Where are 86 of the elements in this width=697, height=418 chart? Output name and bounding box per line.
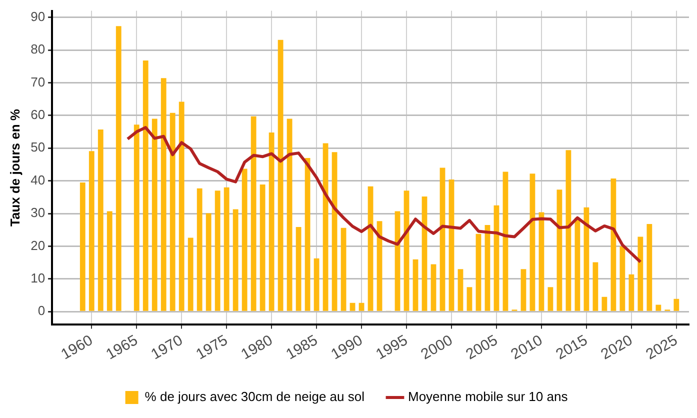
y-axis-title: Taux de jours en %: [7, 108, 22, 227]
bar: [638, 236, 644, 311]
bar: [610, 178, 616, 311]
bar: [286, 118, 292, 311]
bar: [358, 302, 364, 311]
bar: [142, 60, 148, 311]
bar: [134, 124, 140, 311]
bar: [160, 78, 166, 311]
bar: [322, 143, 328, 311]
bar: [196, 188, 202, 311]
x-tick-label: 1970: [148, 332, 186, 364]
bar: [566, 150, 572, 311]
x-tick-label: 1975: [193, 332, 231, 364]
x-tick-label: 2000: [418, 332, 456, 364]
bar: [548, 287, 554, 311]
y-tick-label: 90: [30, 8, 46, 24]
bar: [268, 132, 274, 311]
x-tick-label: 1965: [103, 332, 141, 364]
bar: [242, 168, 248, 311]
bar: [628, 274, 634, 311]
bar: [152, 118, 158, 311]
bar: [674, 298, 680, 311]
bar: [170, 112, 176, 311]
x-tick-label: 1980: [238, 332, 276, 364]
bar: [278, 40, 284, 311]
x-tick-label: 2020: [598, 332, 636, 364]
x-tick-label: 2025: [643, 332, 680, 364]
bar: [430, 264, 436, 311]
x-tick-label: 2010: [508, 332, 546, 364]
bar: [296, 226, 302, 311]
bar: [574, 218, 580, 311]
bar: [214, 190, 220, 311]
y-tick-label: 30: [30, 205, 46, 220]
x-tick-label: 1985: [283, 332, 321, 364]
bar: [250, 116, 256, 311]
bar: [80, 182, 86, 311]
bar: [620, 246, 626, 311]
bar: [476, 234, 482, 311]
bar: [206, 213, 212, 311]
bar: [88, 151, 94, 311]
bar: [458, 269, 464, 311]
bar: [538, 212, 544, 311]
legend-label: Moyenne mobile sur 10 ans: [408, 389, 568, 404]
bar: [106, 211, 112, 311]
y-tick-label: 40: [30, 172, 46, 188]
bar: [422, 196, 428, 311]
y-tick-label: 60: [30, 107, 46, 122]
bar: [502, 172, 508, 311]
x-tick-label: 2015: [553, 332, 591, 364]
bar: [340, 228, 346, 311]
bar: [98, 130, 104, 311]
bar: [494, 205, 500, 311]
bar: [368, 186, 374, 311]
bar: [556, 190, 562, 311]
bar: [584, 207, 590, 311]
bar: [646, 224, 652, 311]
bar: [530, 174, 536, 311]
x-tick-label: 1995: [373, 332, 411, 364]
bar: [602, 296, 608, 311]
bar: [116, 26, 122, 311]
bar: [314, 258, 320, 311]
bar: [178, 102, 184, 311]
y-tick-label: 80: [30, 42, 46, 57]
legend-label: % de jours avec 30cm de neige au sol: [144, 389, 365, 404]
bar: [188, 238, 194, 311]
bar: [332, 152, 338, 311]
y-tick-label: 50: [30, 140, 46, 155]
x-tick-label: 1990: [328, 332, 366, 364]
bar: [440, 168, 446, 311]
y-tick-label: 70: [30, 74, 46, 90]
bar: [350, 302, 356, 311]
bar: [260, 184, 266, 311]
bar: [224, 187, 230, 311]
bar: [592, 262, 598, 311]
x-tick-label: 2005: [463, 332, 501, 364]
bar: [304, 158, 310, 311]
bar: [232, 209, 238, 311]
bar: [656, 304, 662, 311]
bar: [412, 259, 418, 311]
y-tick-label: 10: [30, 270, 46, 286]
y-tick-label: 20: [30, 238, 46, 253]
bar: [448, 180, 454, 311]
bar: [520, 269, 526, 311]
bar: [466, 287, 472, 311]
y-tick-label: 0: [38, 303, 46, 318]
x-tick-label: 1960: [58, 332, 96, 364]
